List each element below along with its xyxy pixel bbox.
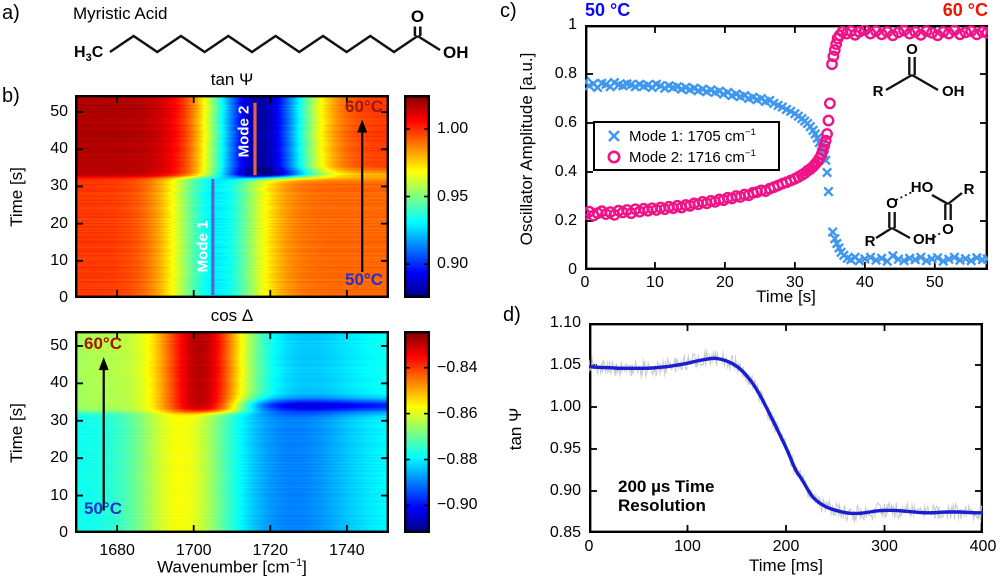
tick-label: 0 — [0, 289, 68, 307]
myristic-acid-structure: H3C O OH — [70, 0, 540, 64]
tick-label: 40 — [830, 274, 900, 292]
dimer-o-left-label: O — [886, 195, 898, 212]
h3c-label: H3C — [74, 44, 104, 64]
tanpsi-colorbar — [404, 95, 430, 298]
tick-label: 10 — [0, 487, 68, 505]
mode2-line-label: Mode 2 — [236, 97, 253, 167]
tanpsi-temp-low: 50°C — [323, 270, 383, 290]
dimer-structure: R O OH HO R O — [842, 174, 994, 260]
tick-label: 1.00 — [437, 120, 507, 138]
tick-label: −0.88 — [437, 451, 507, 469]
monomer-oh-label: OH — [942, 83, 965, 100]
dimer-r-top-label: R — [964, 181, 975, 198]
tick-label: 1.00 — [511, 398, 581, 416]
tick-label: 40 — [0, 140, 68, 158]
legend-entry-mode1: Mode 1: 1705 cm−1 — [595, 125, 778, 146]
tick-label: 50 — [0, 103, 68, 121]
tick-label: 0.85 — [511, 524, 581, 542]
tick-label: 100 — [653, 538, 723, 556]
tick-label: 20 — [690, 274, 760, 292]
cosdelta-colorbar — [404, 331, 430, 533]
tick-label: 400 — [948, 538, 1000, 556]
tick-label: −0.86 — [437, 405, 507, 423]
tick-label: 0 — [507, 261, 577, 279]
tanpsi-map-title: tan Ψ — [75, 70, 389, 90]
tick-label: 1740 — [312, 542, 382, 560]
tick-label: 1720 — [235, 542, 305, 560]
monomer-r-label: R — [873, 83, 884, 100]
scatter-temp-right: 60 °C — [918, 0, 988, 21]
cosdelta-temp-high: 60°C — [84, 334, 122, 354]
dimer-o-right-label: O — [942, 221, 954, 238]
tanpsi-temp-high: 60°C — [323, 97, 383, 117]
tick-label: 0.95 — [511, 440, 581, 458]
alkyl-chain-bonds — [110, 36, 418, 52]
dimer-oh-bottom-label: OH — [913, 231, 936, 248]
carbonyl-o-label: O — [411, 7, 424, 26]
cosdelta-heatmap — [75, 331, 389, 533]
legend-label-mode2: Mode 2: 1716 cm−1 — [629, 148, 756, 166]
tick-label: 1 — [507, 16, 577, 34]
cosdelta-map-title: cos Δ — [75, 306, 389, 326]
tick-label: 50 — [0, 337, 68, 355]
tick-label: 0 — [0, 524, 68, 542]
tanpsi-heatmap — [75, 95, 389, 298]
tick-label: 0.6 — [507, 114, 577, 132]
panel-a-letter: a) — [2, 2, 20, 25]
dimer-r-bottom-label: R — [865, 233, 876, 250]
tick-label: 1700 — [159, 542, 229, 560]
monomer-structure: R O OH — [852, 42, 992, 104]
tick-label: 200 — [751, 538, 821, 556]
tick-label: 0.90 — [437, 255, 507, 273]
tick-label: −0.84 — [437, 359, 507, 377]
tick-label: 20 — [0, 215, 68, 233]
cosdelta-temp-low: 50°C — [84, 499, 122, 519]
tick-label: 1680 — [82, 542, 152, 560]
tick-label: 0.2 — [507, 212, 577, 230]
figure: a) Myristic Acid H3C O OH b) tan Ψ Time … — [0, 0, 1000, 583]
tick-label: 0.4 — [507, 163, 577, 181]
tick-label: 30 — [760, 274, 830, 292]
tick-label: 0.8 — [507, 65, 577, 83]
mode1-line-label: Mode 1 — [195, 212, 212, 282]
tick-label: 0.95 — [437, 188, 507, 206]
tick-label: 300 — [850, 538, 920, 556]
hydroxyl-label: OH — [443, 43, 469, 62]
tick-label: 50 — [900, 274, 970, 292]
tick-label: 30 — [0, 412, 68, 430]
tick-label: 10 — [0, 252, 68, 270]
x-marker-icon — [605, 128, 623, 144]
tick-label: 1.05 — [511, 356, 581, 374]
tick-label: −0.90 — [437, 496, 507, 514]
kinetics-xlabel: Time [ms] — [726, 556, 846, 576]
time-resolution-annotation: 200 µs Time Resolution — [618, 477, 714, 515]
legend-entry-mode2: Mode 2: 1716 cm−1 — [595, 146, 778, 167]
dimer-ho-label: HO — [911, 179, 934, 196]
circle-marker-icon — [605, 149, 623, 165]
wavenumber-xlabel: Wavenumber [cm−1] — [112, 557, 352, 578]
monomer-o-label: O — [906, 42, 918, 58]
tick-label: 30 — [0, 177, 68, 195]
tick-label: 20 — [0, 449, 68, 467]
tick-label: 10 — [620, 274, 690, 292]
legend-box: Mode 1: 1705 cm−1 Mode 2: 1716 cm−1 — [593, 121, 780, 171]
tick-label: 0.90 — [511, 482, 581, 500]
scatter-temp-left: 50 °C — [585, 0, 630, 21]
c-oh-bond — [418, 36, 440, 50]
tick-label: 1.10 — [511, 314, 581, 332]
tick-label: 40 — [0, 374, 68, 392]
legend-label-mode1: Mode 1: 1705 cm−1 — [629, 127, 756, 145]
